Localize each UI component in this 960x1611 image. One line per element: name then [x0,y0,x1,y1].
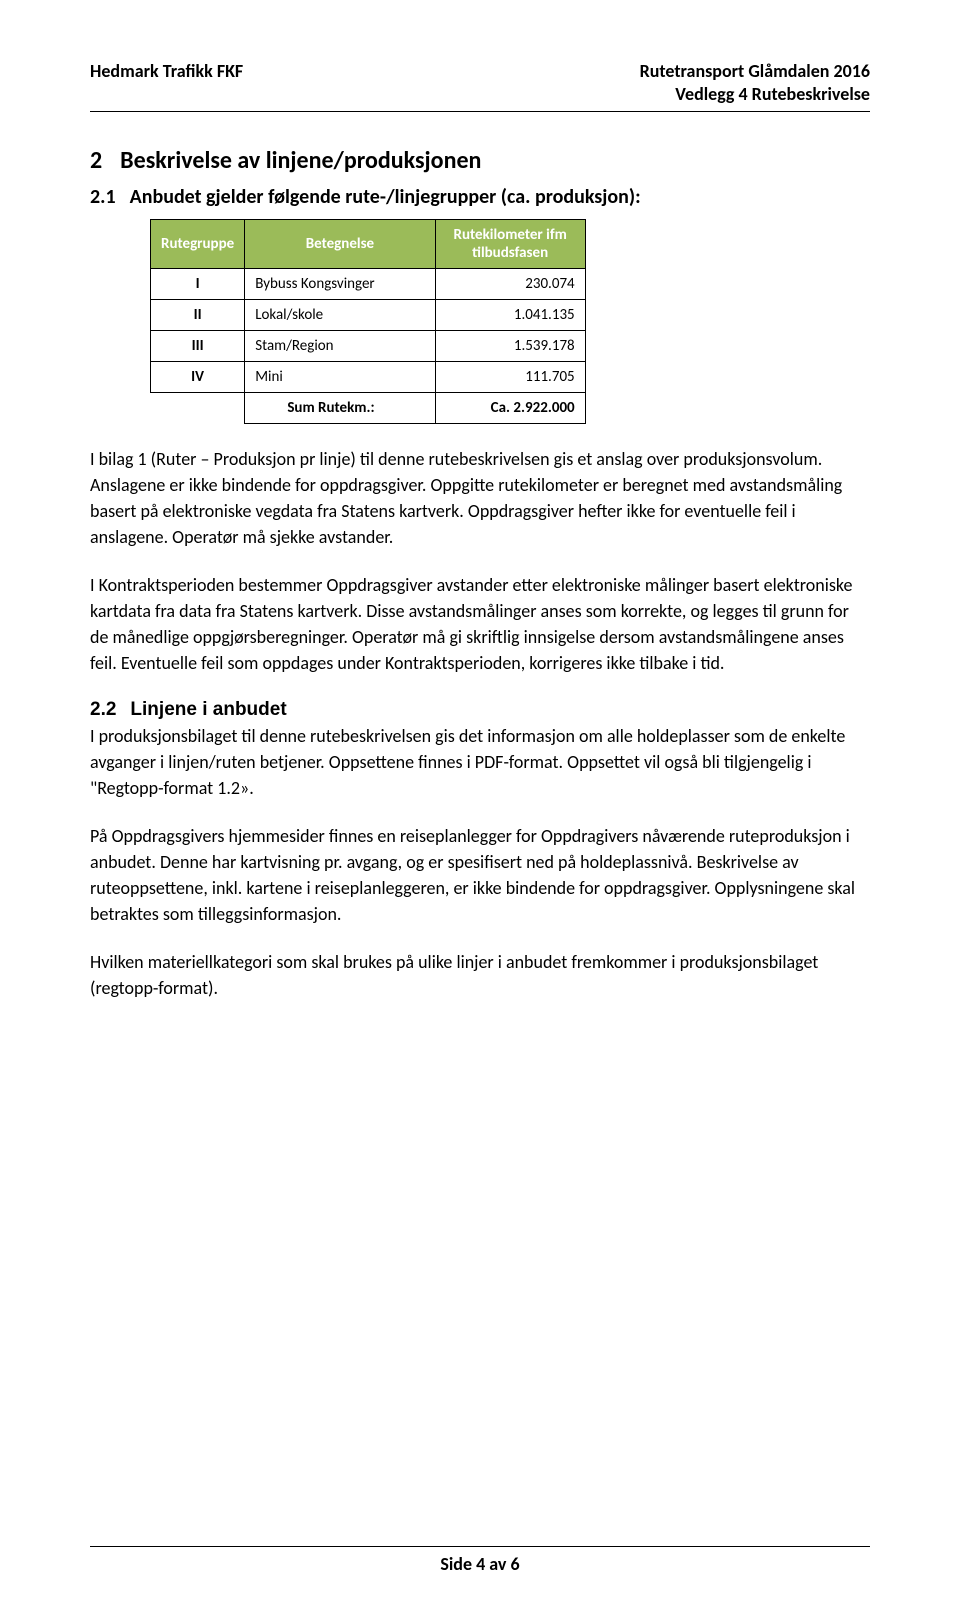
header-left: Hedmark Trafikk FKF [90,60,243,82]
cell-sum-label: Sum Rutekm.: [245,392,435,423]
cell-km: 111.705 [435,361,585,392]
header-right: Rutetransport Glåmdalen 2016 Vedlegg 4 R… [640,60,870,107]
paragraph-3: I produksjonsbilaget til denne rutebeskr… [90,723,870,801]
heading-number: 2.2 [90,699,116,720]
paragraph-4: På Oppdragsgivers hjemmesider finnes en … [90,823,870,927]
cell-sum-value: Ca. 2.922.000 [435,392,585,423]
table-row: IV Mini 111.705 [151,361,586,392]
heading-number: 2.1 [90,185,116,209]
table-row: I Bybuss Kongsvinger 230.074 [151,268,586,299]
page-header: Hedmark Trafikk FKF Rutetransport Glåmda… [90,60,870,112]
cell-label: Bybuss Kongsvinger [245,268,435,299]
cell-label: Lokal/skole [245,299,435,330]
heading-text: Linjene i anbudet [130,699,286,720]
table-header-row: Rutegruppe Betegnelse Rutekilometer ifm … [151,219,586,268]
cell-label: Mini [245,361,435,392]
col-betegnelse: Betegnelse [245,219,435,268]
col-rutegruppe: Rutegruppe [151,219,245,268]
cell-group: I [151,268,245,299]
col-rutekm: Rutekilometer ifm tilbudsfasen [435,219,585,268]
cell-km: 230.074 [435,268,585,299]
table-row: III Stam/Region 1.539.178 [151,330,586,361]
paragraph-1: I bilag 1 (Ruter – Produksjon pr linje) … [90,446,870,550]
cell-label: Stam/Region [245,330,435,361]
header-right-line2: Vedlegg 4 Rutebeskrivelse [640,83,870,106]
table-sum-row: Sum Rutekm.: Ca. 2.922.000 [151,392,586,423]
paragraph-2: I Kontraktsperioden bestemmer Oppdragsgi… [90,572,870,676]
cell-group: III [151,330,245,361]
paragraph-5: Hvilken materiellkategori som skal bruke… [90,949,870,1001]
route-table: Rutegruppe Betegnelse Rutekilometer ifm … [150,219,586,424]
cell-group: II [151,299,245,330]
table-row: II Lokal/skole 1.041.135 [151,299,586,330]
cell-empty [151,392,245,423]
cell-group: IV [151,361,245,392]
cell-km: 1.041.135 [435,299,585,330]
section-heading-2-1: 2.1 Anbudet gjelder følgende rute-/linjeg… [90,185,870,209]
header-right-line1: Rutetransport Glåmdalen 2016 [640,60,870,83]
heading-text: Beskrivelse av linjene/produksjonen [120,146,481,175]
page-footer: Side 4 av 6 [90,1546,870,1575]
cell-km: 1.539.178 [435,330,585,361]
section-heading-2-2: 2.2 Linjene i anbudet [90,699,870,721]
page-number: Side 4 av 6 [440,1553,519,1575]
heading-text: Anbudet gjelder følgende rute-/linjegrup… [130,185,641,209]
heading-number: 2 [90,146,102,175]
section-heading-2: 2 Beskrivelse av linjene/produksjonen [90,146,870,175]
